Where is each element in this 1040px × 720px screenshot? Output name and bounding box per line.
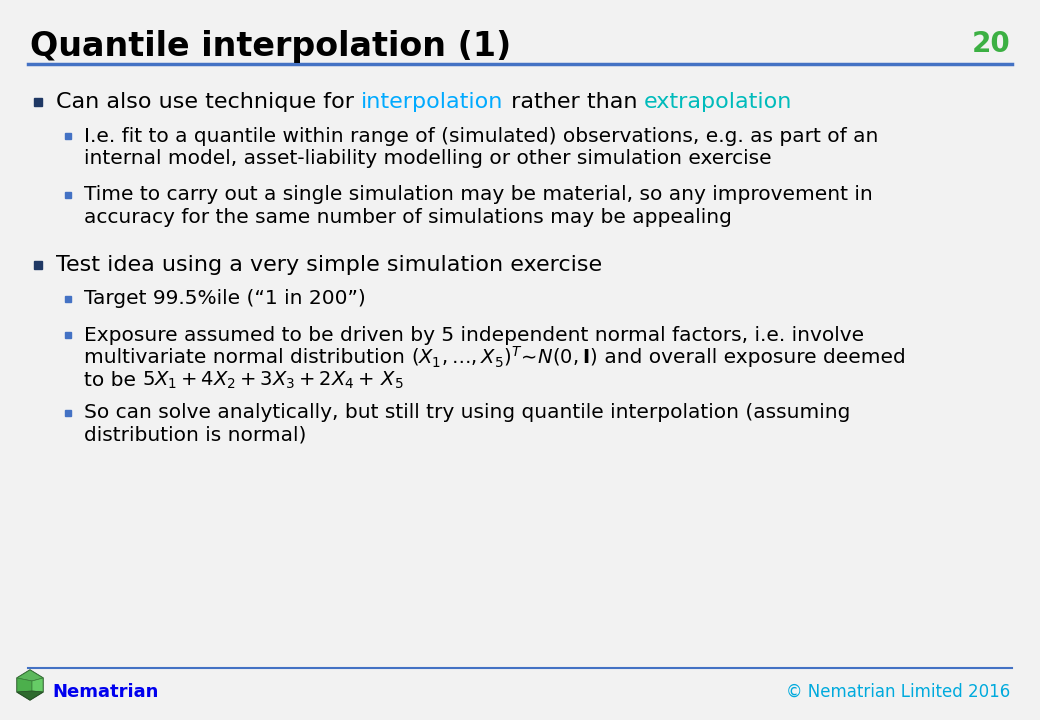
Text: to be: to be bbox=[84, 371, 142, 390]
Text: 20: 20 bbox=[971, 30, 1010, 58]
Text: and overall exposure deemed: and overall exposure deemed bbox=[598, 348, 906, 367]
Text: multivariate normal distribution: multivariate normal distribution bbox=[84, 348, 411, 367]
Text: Can also use technique for: Can also use technique for bbox=[56, 92, 361, 112]
Bar bbox=[64, 192, 71, 198]
Text: I.e. fit to a quantile within range of (simulated) observations, e.g. as part of: I.e. fit to a quantile within range of (… bbox=[84, 127, 879, 145]
Text: Exposure assumed to be driven by 5 independent normal factors, i.e. involve: Exposure assumed to be driven by 5 indep… bbox=[84, 325, 864, 345]
Text: $(X_1, \ldots, X_5)^T\!\sim\!N(0,\mathbf{I})$: $(X_1, \ldots, X_5)^T\!\sim\!N(0,\mathbf… bbox=[411, 345, 598, 370]
Text: So can solve analytically, but still try using quantile interpolation (assuming: So can solve analytically, but still try… bbox=[84, 403, 851, 422]
Bar bbox=[64, 133, 71, 139]
Bar bbox=[64, 296, 71, 302]
Bar bbox=[64, 332, 71, 338]
Bar bbox=[64, 410, 71, 415]
Polygon shape bbox=[17, 670, 43, 681]
Polygon shape bbox=[17, 678, 32, 692]
Text: Test idea using a very simple simulation exercise: Test idea using a very simple simulation… bbox=[56, 255, 602, 275]
Polygon shape bbox=[17, 691, 43, 700]
Text: Quantile interpolation (1): Quantile interpolation (1) bbox=[30, 30, 512, 63]
Text: accuracy for the same number of simulations may be appealing: accuracy for the same number of simulati… bbox=[84, 208, 732, 227]
Text: extrapolation: extrapolation bbox=[644, 92, 792, 112]
Bar bbox=[34, 99, 42, 107]
Text: Nematrian: Nematrian bbox=[52, 683, 158, 701]
Text: internal model, asset-liability modelling or other simulation exercise: internal model, asset-liability modellin… bbox=[84, 149, 772, 168]
Text: Time to carry out a single simulation may be material, so any improvement in: Time to carry out a single simulation ma… bbox=[84, 186, 873, 204]
Text: rather than: rather than bbox=[503, 92, 644, 112]
Text: © Nematrian Limited 2016: © Nematrian Limited 2016 bbox=[786, 683, 1010, 701]
Polygon shape bbox=[17, 670, 43, 700]
Text: $5X_1 + 4X_2 + 3X_3 + 2X_4 +\, X_5$: $5X_1 + 4X_2 + 3X_3 + 2X_4 +\, X_5$ bbox=[142, 369, 405, 391]
Polygon shape bbox=[32, 678, 43, 692]
Text: distribution is normal): distribution is normal) bbox=[84, 426, 307, 445]
Text: Target 99.5%ile (“1 in 200”): Target 99.5%ile (“1 in 200”) bbox=[84, 289, 366, 308]
Text: interpolation: interpolation bbox=[361, 92, 503, 112]
Bar bbox=[34, 261, 42, 269]
